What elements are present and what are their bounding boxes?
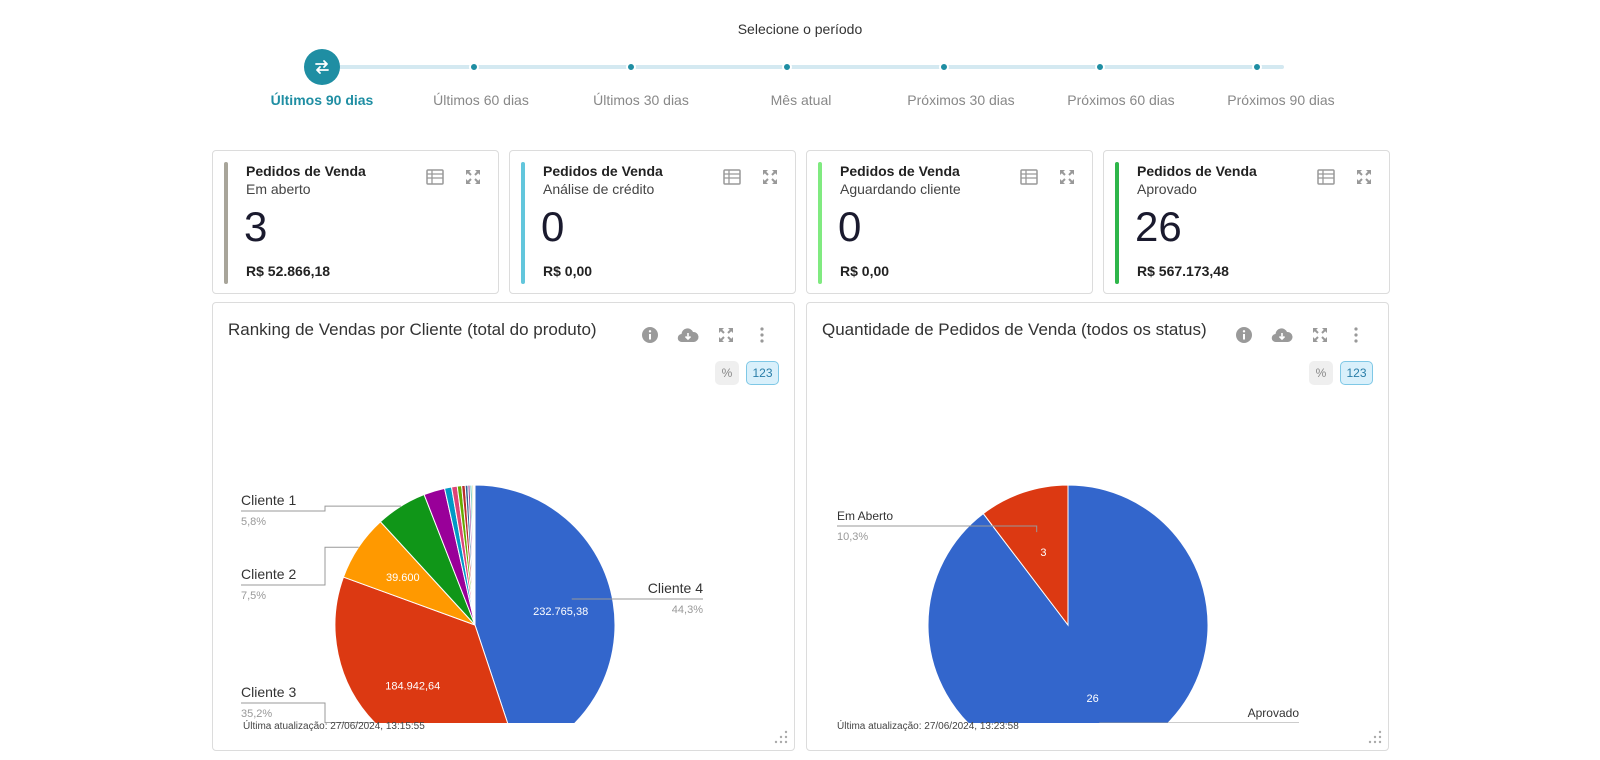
card-color-bar xyxy=(1115,162,1119,284)
last-updated: Última atualização: 27/06/2024, 13:23:58 xyxy=(837,721,1019,732)
card-aguardando-cliente: Pedidos de Venda Aguardando cliente 0 R$… xyxy=(806,150,1093,294)
slice-name-label: Cliente 3 xyxy=(241,684,296,700)
timeline-node-30[interactable] xyxy=(626,62,636,72)
slice-name-label: Cliente 4 xyxy=(648,580,703,596)
card-color-bar xyxy=(224,162,228,284)
card-em-aberto: Pedidos de Venda Em aberto 3 R$ 52.866,1… xyxy=(212,150,499,294)
expand-icon[interactable] xyxy=(463,167,483,187)
timeline-node-next60[interactable] xyxy=(1095,62,1105,72)
slice-value-label: 184.942,64 xyxy=(385,681,440,693)
timeline-node-60[interactable] xyxy=(469,62,479,72)
period-option-current-month[interactable]: Mês atual xyxy=(770,92,832,108)
expand-icon[interactable] xyxy=(714,323,738,347)
table-view-icon[interactable] xyxy=(722,167,742,187)
card-title: Pedidos de Venda xyxy=(543,163,663,179)
card-amount: R$ 0,00 xyxy=(840,263,890,279)
card-count: 0 xyxy=(838,203,862,250)
card-count: 0 xyxy=(541,203,565,250)
period-option-next-60[interactable]: Próximos 60 dias xyxy=(1067,92,1175,108)
card-amount: R$ 0,00 xyxy=(543,263,593,279)
card-subtitle: Análise de crédito xyxy=(543,181,655,197)
timeline-track xyxy=(322,65,1284,69)
resize-handle-icon[interactable] xyxy=(1368,730,1382,744)
card-title: Pedidos de Venda xyxy=(246,163,366,179)
pie-slice-1 xyxy=(927,484,1209,723)
panel-ranking-clientes: Ranking de Vendas por Cliente (total do … xyxy=(212,302,795,751)
card-color-bar xyxy=(818,162,822,284)
expand-icon[interactable] xyxy=(1354,167,1374,187)
slice-name-label: Cliente 1 xyxy=(241,492,296,508)
card-subtitle: Em aberto xyxy=(246,181,311,197)
card-amount: R$ 52.866,18 xyxy=(246,263,331,279)
slice-value-label: 39.600 xyxy=(386,572,420,584)
timeline-node-next30[interactable] xyxy=(939,62,949,72)
slice-value-label: 26 xyxy=(1086,693,1098,705)
expand-icon[interactable] xyxy=(760,167,780,187)
last-updated: Última atualização: 27/06/2024, 13:15:55 xyxy=(243,721,425,732)
panel-quantidade-pedidos: Quantidade de Pedidos de Venda (todos os… xyxy=(806,302,1389,751)
leader-line xyxy=(241,702,375,723)
card-subtitle: Aprovado xyxy=(1137,181,1197,197)
percent-toggle[interactable]: % xyxy=(1309,361,1333,385)
pie-slice-1 xyxy=(474,484,616,723)
swap-arrows-icon xyxy=(315,60,329,74)
period-option-last-60[interactable]: Últimos 60 dias xyxy=(433,92,529,108)
card-aprovado: Pedidos de Venda Aprovado 26 R$ 567.173,… xyxy=(1103,150,1390,294)
pie-chart-ranking: 232.765,38 Cliente 4 44,3% 184.942,64 Client… xyxy=(241,484,703,723)
percent-toggle[interactable]: % xyxy=(715,361,739,385)
cloud-download-icon[interactable] xyxy=(1270,323,1294,347)
expand-icon[interactable] xyxy=(1308,323,1332,347)
more-vertical-icon[interactable] xyxy=(750,323,774,347)
slice-percent-label: 5,8% xyxy=(241,516,266,528)
timeline-node-next90[interactable] xyxy=(1252,62,1262,72)
period-option-last-30[interactable]: Últimos 30 dias xyxy=(593,92,689,108)
expand-icon[interactable] xyxy=(1057,167,1077,187)
slice-name-label: Aprovado xyxy=(1248,706,1300,720)
card-count: 26 xyxy=(1135,203,1182,250)
cloud-download-icon[interactable] xyxy=(676,323,700,347)
card-analise-credito: Pedidos de Venda Análise de crédito 0 R$… xyxy=(509,150,796,294)
timeline-active-handle[interactable] xyxy=(304,49,340,85)
value-toggle[interactable]: 123 xyxy=(746,361,779,385)
table-view-icon[interactable] xyxy=(1316,167,1336,187)
slice-percent-label: 44,3% xyxy=(672,604,703,616)
card-amount: R$ 567.173,48 xyxy=(1137,263,1229,279)
card-title: Pedidos de Venda xyxy=(1137,163,1257,179)
leader-line xyxy=(241,505,402,512)
table-view-icon[interactable] xyxy=(1019,167,1039,187)
panel-title: Ranking de Vendas por Cliente (total do … xyxy=(228,320,597,339)
card-count: 3 xyxy=(244,203,268,250)
card-title: Pedidos de Venda xyxy=(840,163,960,179)
card-color-bar xyxy=(521,162,525,284)
slice-value-label: 232.765,38 xyxy=(533,606,588,618)
slice-percent-label: 7,5% xyxy=(241,590,266,602)
slice-percent-label: 35,2% xyxy=(241,708,272,720)
timeline-node-month[interactable] xyxy=(782,62,792,72)
slice-percent-label: 10,3% xyxy=(837,531,868,543)
leader-line xyxy=(837,525,1038,533)
slice-name-label: Em Aberto xyxy=(837,509,893,523)
slice-name-label: Cliente 2 xyxy=(241,566,296,582)
pie-slice-15 xyxy=(473,484,476,626)
slice-value-label: 3 xyxy=(1040,547,1046,559)
leader-line xyxy=(241,546,359,586)
period-option-next-30[interactable]: Próximos 30 dias xyxy=(907,92,1015,108)
card-subtitle: Aguardando cliente xyxy=(840,181,961,197)
resize-handle-icon[interactable] xyxy=(774,730,788,744)
info-icon[interactable] xyxy=(638,323,662,347)
period-option-last-90[interactable]: Últimos 90 dias xyxy=(270,92,374,108)
more-vertical-icon[interactable] xyxy=(1344,323,1368,347)
period-option-next-90[interactable]: Próximos 90 dias xyxy=(1227,92,1335,108)
table-view-icon[interactable] xyxy=(425,167,445,187)
value-toggle[interactable]: 123 xyxy=(1340,361,1373,385)
panel-title: Quantidade de Pedidos de Venda (todos os… xyxy=(822,320,1207,339)
period-title: Selecione o período xyxy=(737,21,863,37)
info-icon[interactable] xyxy=(1232,323,1256,347)
pie-slice-2 xyxy=(982,484,1069,627)
